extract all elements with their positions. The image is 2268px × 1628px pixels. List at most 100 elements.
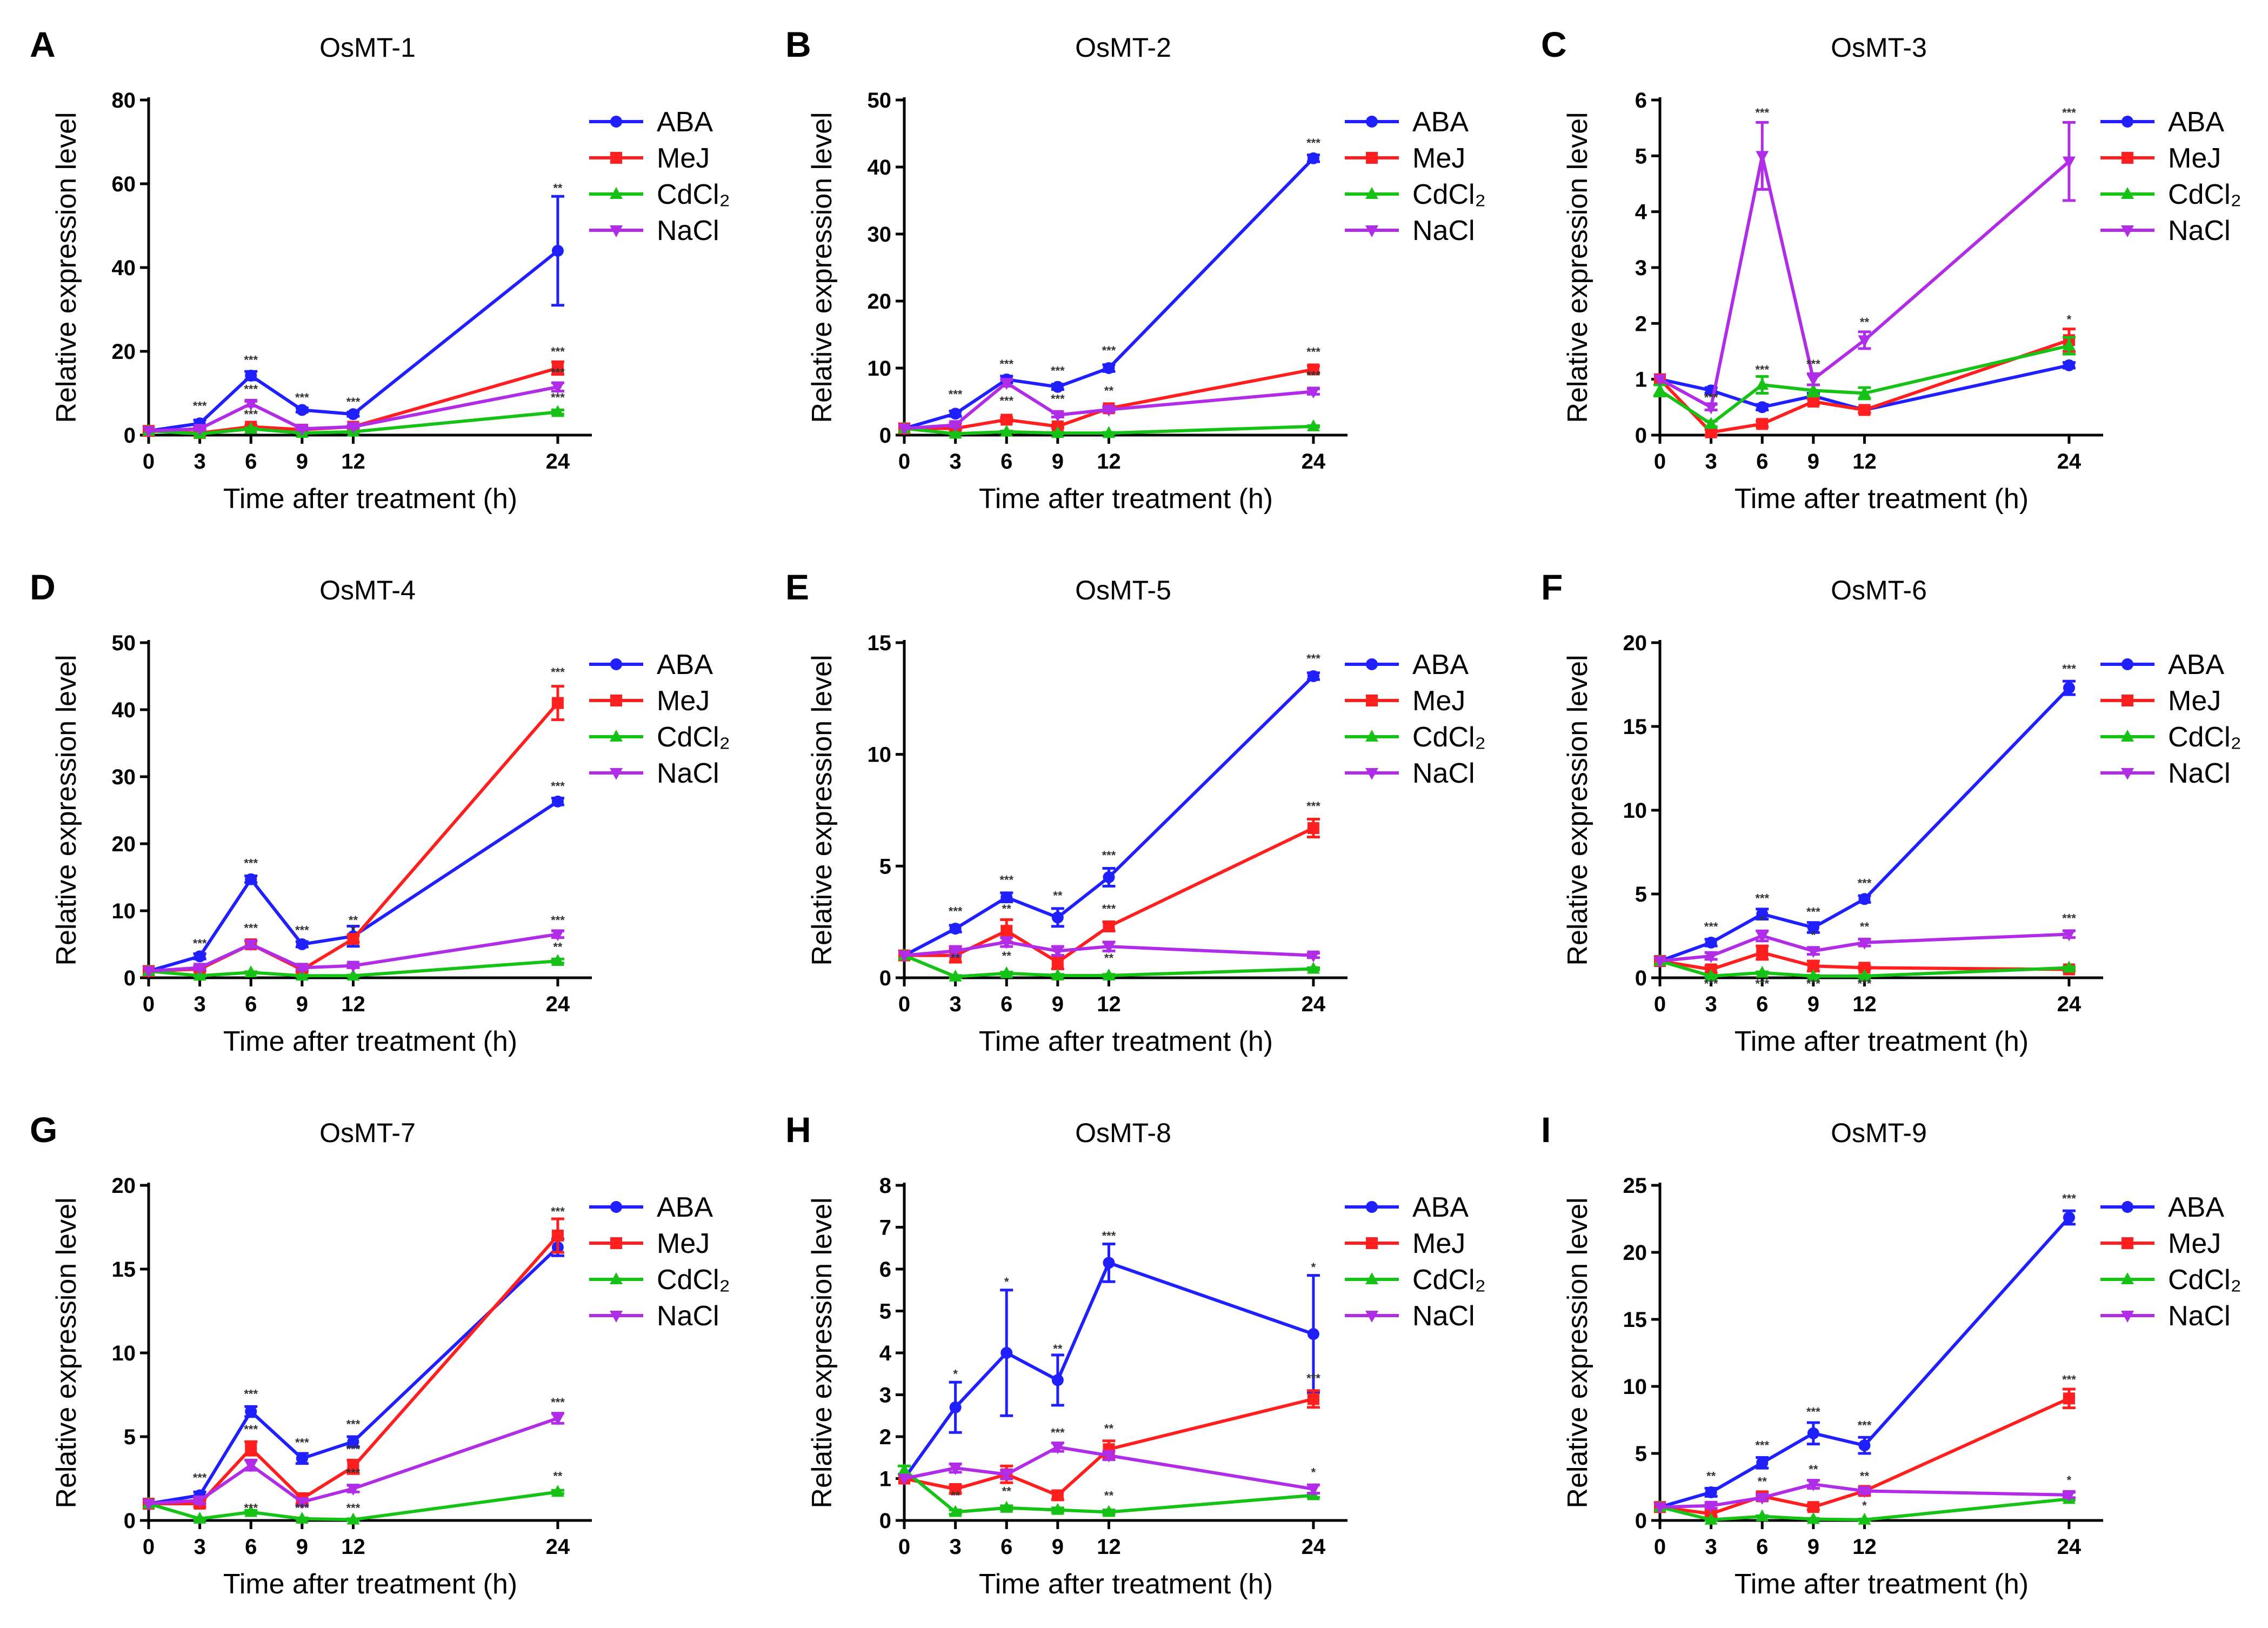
data-point bbox=[1102, 968, 1116, 980]
data-point bbox=[1102, 426, 1116, 438]
x-tick-label: 3 bbox=[194, 1535, 205, 1559]
data-point bbox=[244, 965, 258, 978]
legend-marker bbox=[1365, 768, 1378, 780]
significance-label: *** bbox=[551, 391, 565, 404]
data-point bbox=[1704, 969, 1718, 981]
series-aba bbox=[1654, 679, 2076, 967]
significance-label: *** bbox=[1306, 1371, 1320, 1385]
data-point bbox=[1806, 946, 1820, 958]
significance-label: * bbox=[953, 1367, 958, 1381]
chart-title: OsMT-4 bbox=[319, 575, 416, 605]
legend-label: NaCl bbox=[2168, 215, 2231, 246]
y-tick-label: 10 bbox=[868, 357, 892, 381]
series-line bbox=[903, 1469, 1314, 1514]
data-point bbox=[1051, 911, 1064, 924]
significance-label: *** bbox=[1755, 363, 1769, 376]
y-tick-label: 50 bbox=[868, 89, 892, 112]
data-point bbox=[551, 929, 564, 942]
series-line bbox=[148, 385, 558, 433]
significance-label: ** bbox=[553, 1470, 563, 1483]
y-tick-label: 50 bbox=[112, 631, 136, 655]
y-tick-label: 25 bbox=[1623, 1174, 1647, 1198]
data-point bbox=[1756, 908, 1769, 920]
y-axis-title: Relative expression level bbox=[806, 655, 838, 965]
significance-label: * bbox=[2067, 1473, 2072, 1487]
legend-marker bbox=[2121, 225, 2134, 237]
significance-label: *** bbox=[244, 922, 258, 935]
data-point bbox=[245, 369, 257, 382]
series-line bbox=[903, 1261, 1314, 1480]
y-tick-label: 10 bbox=[868, 743, 892, 767]
legend-label: ABA bbox=[657, 649, 713, 680]
legend-label: NaCl bbox=[657, 758, 719, 789]
significance-label: *** bbox=[551, 1396, 565, 1409]
data-point bbox=[2063, 682, 2075, 694]
data-point bbox=[949, 1463, 962, 1476]
significance-label: *** bbox=[1755, 977, 1769, 991]
chart-title: OsMT-1 bbox=[319, 32, 416, 63]
significance-label: *** bbox=[1306, 136, 1320, 150]
x-tick-label: 9 bbox=[296, 1535, 308, 1559]
y-tick-label: 0 bbox=[879, 424, 891, 448]
legend-label: MeJ bbox=[2168, 685, 2221, 717]
series-line bbox=[148, 1417, 558, 1505]
data-point bbox=[1653, 956, 1666, 968]
significance-label: ** bbox=[349, 913, 358, 927]
significance-label: *** bbox=[295, 391, 309, 404]
data-point bbox=[1000, 378, 1013, 390]
x-axis-title: Time after treatment (h) bbox=[979, 1026, 1273, 1057]
series-cdcl2 bbox=[1653, 954, 2076, 981]
y-tick-label: 40 bbox=[868, 156, 892, 179]
legend: ABA MeJ CdCl₂ NaCl bbox=[1345, 1192, 1486, 1332]
data-point bbox=[1000, 966, 1013, 978]
data-point bbox=[1806, 1479, 1820, 1492]
y-tick-label: 30 bbox=[868, 223, 892, 246]
data-point bbox=[1756, 151, 1769, 163]
significance-label: *** bbox=[1755, 892, 1769, 905]
legend-label: CdCl₂ bbox=[2168, 179, 2242, 210]
x-axis-title: Time after treatment (h) bbox=[979, 1569, 1273, 1600]
y-tick-label: 30 bbox=[112, 765, 136, 789]
data-point bbox=[1306, 386, 1320, 399]
significance-label: *** bbox=[1704, 391, 1718, 404]
series-line bbox=[1659, 951, 2069, 971]
y-tick-label: 20 bbox=[868, 290, 892, 313]
chart-panel-I: I OsMT-9 0 5 10 15 20 25 0 3 6 9 12 24 Time after trea… bbox=[1541, 1110, 2242, 1600]
legend-marker bbox=[1366, 658, 1378, 670]
data-point bbox=[142, 1499, 155, 1511]
data-point bbox=[1858, 335, 1871, 348]
significance-label: *** bbox=[2062, 912, 2076, 925]
data-point bbox=[2063, 1392, 2075, 1405]
significance-label: *** bbox=[551, 913, 565, 927]
x-tick-label: 3 bbox=[194, 992, 205, 1016]
series-line bbox=[148, 410, 558, 436]
data-point bbox=[2062, 960, 2076, 973]
data-point bbox=[1103, 871, 1115, 883]
x-tick-label: 3 bbox=[949, 992, 961, 1016]
data-point bbox=[949, 923, 962, 935]
y-tick-label: 4 bbox=[879, 1342, 892, 1365]
legend-marker bbox=[610, 658, 622, 670]
data-point bbox=[551, 405, 564, 417]
legend-marker bbox=[2121, 730, 2134, 742]
legend: ABA MeJ CdCl₂ NaCl bbox=[2100, 106, 2242, 246]
legend: ABA MeJ CdCl₂ NaCl bbox=[589, 106, 730, 246]
panel-letter: E bbox=[785, 567, 809, 607]
data-point bbox=[1102, 1505, 1116, 1517]
series-nacl bbox=[1653, 929, 2076, 968]
legend-marker bbox=[2122, 695, 2133, 706]
y-tick-label: 0 bbox=[124, 966, 136, 990]
chart-panel-A: A OsMT-1 0 20 40 60 80 0 3 6 9 12 24 Time after treat… bbox=[30, 24, 730, 515]
legend-label: NaCl bbox=[1412, 1300, 1475, 1332]
data-point bbox=[1704, 417, 1718, 429]
legend-marker bbox=[1365, 730, 1378, 742]
significance-label: *** bbox=[1858, 977, 1872, 991]
legend-marker bbox=[610, 1201, 622, 1213]
legend-label: MeJ bbox=[1412, 1228, 1465, 1259]
series-line bbox=[1659, 686, 2071, 963]
data-point bbox=[346, 422, 360, 434]
y-tick-label: 5 bbox=[879, 1300, 891, 1324]
legend-marker bbox=[610, 730, 623, 742]
x-tick-label: 24 bbox=[1302, 992, 1326, 1016]
